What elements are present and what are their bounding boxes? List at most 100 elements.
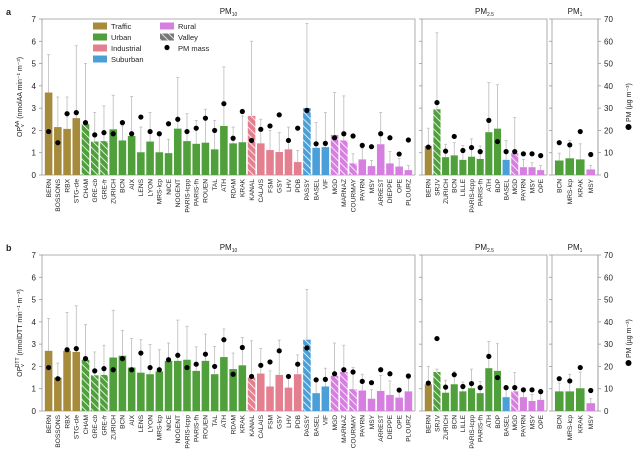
- site-label: PLOURZ: [406, 179, 413, 206]
- subplot-title: PM10: [220, 7, 238, 18]
- bar-KRAK: [238, 142, 247, 175]
- bar-ATH: [220, 357, 228, 411]
- pm-dot-MSY: [529, 387, 535, 393]
- legend-swatch-urban: [93, 33, 107, 41]
- pm-dot-MSY: [588, 387, 594, 394]
- site-label: MSY: [369, 178, 376, 193]
- bar-MSY: [367, 166, 376, 175]
- site-label: MGD: [332, 179, 339, 195]
- pm-dot-RBX: [64, 347, 70, 353]
- bar-PASSY: [303, 108, 311, 175]
- pm-dot-LENS: [138, 114, 144, 120]
- pm-dot-MGD: [512, 149, 518, 155]
- title-base: PM: [475, 7, 487, 16]
- bar-MGD: [330, 134, 339, 175]
- bar-PLOURZ: [404, 391, 413, 411]
- bar-PARIS-fh: [476, 158, 484, 175]
- y-tick-label: 7: [32, 15, 37, 24]
- site-label: GSY: [277, 178, 284, 193]
- site-label: GRE-cb: [92, 415, 99, 439]
- site-label: BCN: [557, 415, 564, 429]
- bar-MRS-lcp: [155, 371, 164, 411]
- right-tick-label: 70: [604, 15, 613, 24]
- site-label: MARNAZ: [341, 179, 348, 207]
- pm-dot-OPE: [538, 153, 544, 159]
- bar-NOGENT: [173, 128, 182, 175]
- pm-dot-AIX: [129, 367, 135, 373]
- subplot-frame: [551, 18, 599, 175]
- bar-PARIS-lcpp: [467, 156, 476, 175]
- pm-dot-PARIS-fh: [193, 361, 199, 367]
- site-label: PARIS-lcpp: [469, 179, 476, 213]
- site-label: NOGENT: [175, 415, 182, 443]
- pm-dot-LENS: [138, 350, 144, 356]
- site-label: STG-cle: [74, 415, 81, 440]
- pm-dot-PLOURZ: [405, 373, 411, 379]
- bar-LHV: [284, 387, 293, 411]
- pm-dot-SRJV: [434, 335, 440, 342]
- pm-dot-ZURICH: [443, 384, 449, 390]
- bar-PAYRN: [519, 167, 527, 175]
- pm-dot-icon: [625, 360, 632, 366]
- site-label: ATH: [221, 415, 228, 428]
- pm-dot-KANAL: [248, 373, 255, 380]
- site-label: LYON: [147, 179, 154, 197]
- site-label: NICE: [166, 414, 173, 430]
- pm-dot-BERN: [425, 380, 431, 386]
- title-sub: 10: [232, 248, 238, 254]
- right-tick-label: 70: [604, 251, 613, 260]
- title-base: PM: [220, 7, 232, 16]
- bar-GRE-fr: [100, 374, 108, 411]
- pm-dot-CALAIS: [258, 126, 264, 132]
- site-label: KRAK: [578, 414, 585, 433]
- site-label: ZURICH: [443, 415, 450, 440]
- y-tick-label: 5: [32, 60, 37, 69]
- pm-dot-BOSSONS: [55, 140, 61, 146]
- site-label: PAYRN: [360, 415, 367, 437]
- site-label: MGD: [332, 415, 339, 431]
- pm-dot-CALAIS: [258, 362, 264, 368]
- site-label: MSY: [588, 178, 595, 193]
- subplot-frame: [551, 254, 599, 411]
- pm-dot-VIF: [322, 376, 328, 382]
- pm-dot-PAYRN: [359, 142, 365, 148]
- pm-dot-BERN: [46, 364, 52, 371]
- y-tick-label: 1: [32, 149, 37, 158]
- site-label: BCN: [557, 179, 564, 193]
- bar-PASSY: [303, 339, 311, 411]
- y-label-unit: (nmolAA min⁻¹ m⁻³): [17, 57, 24, 121]
- bar-KANAL: [247, 377, 256, 411]
- bar-MSY: [528, 400, 536, 411]
- pm-dot-icon: [625, 124, 632, 130]
- pm-dot-DIEPPE: [387, 371, 393, 377]
- subplot-PM2.5: PM2.5 BERN SRJV ZURICH BCN LILLE PARIS-lcpp PAR…: [419, 243, 548, 449]
- pm-dot-MRS-lcp: [567, 142, 573, 148]
- pm-dot-BDP: [494, 374, 501, 381]
- pm-dot-NICE: [165, 357, 172, 363]
- right-tick-label: 60: [604, 273, 613, 282]
- pm-dot-MGD: [512, 385, 518, 391]
- y-tick-label: 0: [32, 407, 37, 416]
- site-label: MGD: [512, 179, 519, 195]
- site-label: PLOURZ: [406, 415, 413, 442]
- bar-BCN: [450, 155, 458, 175]
- site-label: BDP: [495, 414, 502, 428]
- pm-dot-PASSY: [304, 345, 310, 351]
- site-label: MRS-lcp: [567, 415, 574, 441]
- bar-LENS: [137, 372, 145, 411]
- bar-ROUEN: [201, 360, 210, 411]
- pm-dot-MSY: [529, 151, 535, 157]
- site-label: BCN: [452, 415, 459, 429]
- pm-dot-BERN: [425, 144, 431, 150]
- bar-MSY: [586, 403, 596, 411]
- panel-letter: b: [6, 243, 12, 253]
- legend-label: Suburban: [111, 55, 144, 64]
- pm-dot-GRE-fr: [101, 366, 107, 372]
- site-label: PAYRN: [521, 415, 528, 437]
- pm-dot-LYON: [147, 364, 153, 371]
- site-label: RDAM: [230, 179, 237, 198]
- site-label: BOSSONS: [55, 414, 62, 447]
- site-label: OPE: [396, 178, 403, 193]
- subplot-frame: [41, 254, 416, 411]
